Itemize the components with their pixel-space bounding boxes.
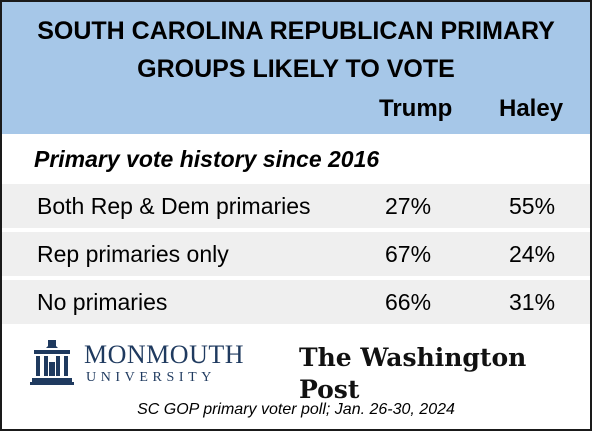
monmouth-logo-subtitle: UNIVERSITY <box>86 370 216 385</box>
cell-trump: 67% <box>385 241 432 267</box>
table-row: No primaries 66% 31% <box>2 280 590 324</box>
source-footnote: SC GOP primary voter poll; Jan. 26-30, 2… <box>137 401 455 418</box>
table-row: Rep primaries only 67% 24% <box>2 232 590 276</box>
table-row: Both Rep & Dem primaries 27% 55% <box>2 184 590 228</box>
table-title-line-1: SOUTH CAROLINA REPUBLICAN PRIMARY <box>37 17 555 45</box>
monmouth-building-icon <box>30 340 74 385</box>
logo-bar: MONMOUTH UNIVERSITY The Washington Post <box>2 336 590 404</box>
column-header-trump: Trump <box>379 95 453 122</box>
cell-haley: 55% <box>509 193 556 219</box>
cell-haley: 31% <box>509 289 556 315</box>
row-label: Both Rep & Dem primaries <box>37 193 311 219</box>
column-header-haley: Haley <box>499 95 564 122</box>
row-label: No primaries <box>37 289 168 315</box>
cell-trump: 27% <box>385 193 432 219</box>
section-label: Primary vote history since 2016 <box>34 146 380 172</box>
cell-haley: 24% <box>509 241 556 267</box>
monmouth-logo-name: MONMOUTH <box>84 340 244 369</box>
section-header: Primary vote history since 2016 <box>2 136 590 182</box>
table-header: SOUTH CAROLINA REPUBLICAN PRIMARY GROUPS… <box>2 2 590 134</box>
cell-trump: 66% <box>385 289 432 315</box>
washington-post-logo: The Washington Post <box>299 343 527 404</box>
table-title-line-2: GROUPS LIKELY TO VOTE <box>137 55 455 83</box>
row-label: Rep primaries only <box>37 241 229 267</box>
